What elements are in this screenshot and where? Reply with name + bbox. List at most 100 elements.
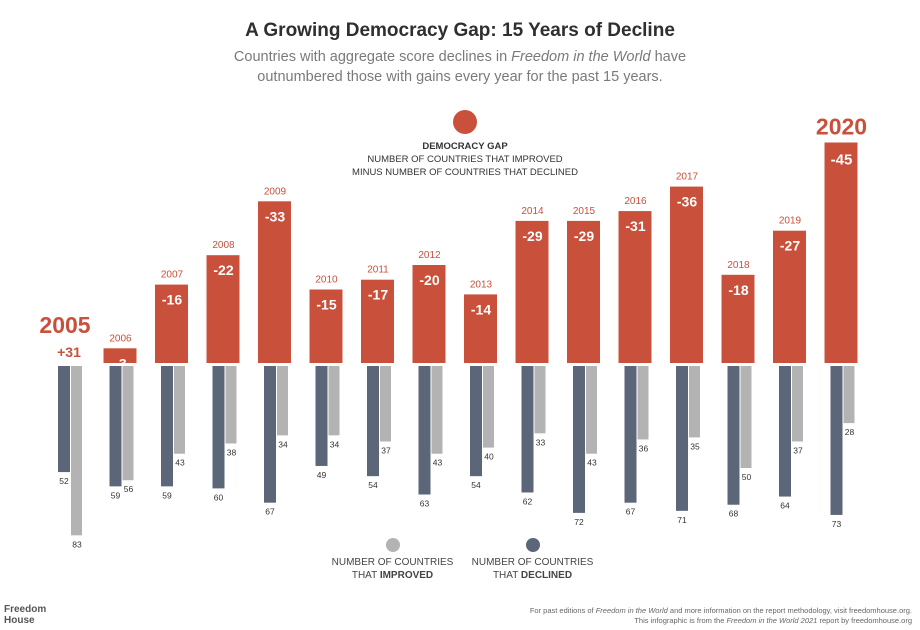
legend-declined-dot bbox=[525, 538, 540, 552]
declined-bar bbox=[315, 366, 328, 466]
declined-value-label: 67 bbox=[626, 507, 636, 517]
gap-bar bbox=[103, 348, 137, 363]
freedom-house-logo: Freedom House bbox=[4, 604, 46, 626]
gap-bar bbox=[309, 289, 343, 363]
gap-value-label: -36 bbox=[677, 194, 697, 210]
gap-value-label: -22 bbox=[213, 262, 233, 278]
improved-value-label: 50 bbox=[742, 472, 752, 482]
gap-bar bbox=[670, 186, 703, 363]
legend-improved: NUMBER OF COUNTRIES THAT IMPROVED bbox=[320, 538, 465, 582]
gap-bar bbox=[515, 220, 549, 363]
year-label: 2012 bbox=[418, 250, 441, 261]
gap-value-label: -33 bbox=[265, 208, 285, 224]
improved-value-label: 37 bbox=[381, 445, 391, 455]
improved-value-label: 34 bbox=[278, 439, 288, 449]
legend-improved-line2: THAT bbox=[351, 570, 380, 581]
legend-declined: NUMBER OF COUNTRIES THAT DECLINED bbox=[460, 538, 605, 582]
declined-value-label: 60 bbox=[214, 492, 224, 502]
improved-bar bbox=[637, 366, 649, 440]
year-label: 2007 bbox=[161, 270, 184, 281]
improved-value-label: 43 bbox=[175, 458, 185, 468]
legend-declined-bold: DECLINED bbox=[520, 570, 573, 581]
gap-bar bbox=[773, 230, 806, 363]
gap-legend-title: DEMOCRACY GAP bbox=[422, 141, 508, 152]
declined-bar bbox=[264, 366, 276, 503]
declined-bar bbox=[418, 366, 431, 495]
improved-value-label: 36 bbox=[639, 443, 649, 453]
improved-bar bbox=[174, 366, 185, 454]
gap-bar bbox=[412, 265, 446, 363]
footer-em: Freedom in the World 2021 bbox=[726, 616, 818, 625]
declined-bar bbox=[58, 366, 70, 473]
declined-bar bbox=[161, 366, 173, 487]
improved-value-label: 35 bbox=[690, 441, 700, 451]
declined-bar bbox=[779, 366, 791, 497]
declined-bar bbox=[109, 366, 122, 487]
footer-text: For past editions of bbox=[529, 606, 596, 615]
gap-value-label: -29 bbox=[522, 228, 542, 244]
improved-value-label: 43 bbox=[433, 458, 443, 468]
declined-bar bbox=[521, 366, 534, 493]
year-label: 2011 bbox=[367, 265, 389, 276]
improved-bar bbox=[328, 366, 340, 436]
declined-value-label: 63 bbox=[420, 499, 430, 509]
improved-bar bbox=[380, 366, 391, 442]
footer-text: report by freedomhouse.org bbox=[817, 616, 912, 625]
year-label: 2014 bbox=[521, 206, 544, 217]
footer-text: This infographic is from the bbox=[634, 616, 727, 625]
declined-bar bbox=[212, 366, 225, 489]
gap-legend-dot bbox=[453, 110, 477, 134]
gap-bar bbox=[258, 201, 291, 363]
improved-bar bbox=[586, 366, 597, 454]
declined-value-label: 71 bbox=[677, 515, 687, 525]
year-label: 2009 bbox=[264, 186, 287, 197]
footer-note: For past editions of Freedom in the Worl… bbox=[530, 606, 912, 626]
improved-bar bbox=[225, 366, 237, 444]
improved-bar bbox=[689, 366, 700, 438]
year-label: 2019 bbox=[779, 216, 802, 227]
gap-value-label: -29 bbox=[574, 228, 594, 244]
declined-value-label: 52 bbox=[59, 476, 69, 486]
year-label: 2018 bbox=[727, 260, 750, 271]
declined-value-label: 67 bbox=[265, 507, 275, 517]
logo-line1: Freedom bbox=[4, 604, 47, 615]
chart-subtitle: Countries with aggregate score declines … bbox=[230, 47, 690, 87]
logo-line2: House bbox=[4, 615, 35, 626]
declined-bar bbox=[470, 366, 482, 477]
declined-bar bbox=[624, 366, 637, 503]
declined-value-label: 59 bbox=[162, 490, 172, 500]
gap-value-label: -18 bbox=[728, 282, 748, 298]
year-label: 2013 bbox=[470, 279, 493, 290]
improved-value-label: 37 bbox=[793, 445, 803, 455]
gap-value-label: -45 bbox=[831, 152, 853, 169]
declined-value-label: 59 bbox=[111, 490, 121, 500]
improved-bar bbox=[277, 366, 288, 436]
declined-value-label: 68 bbox=[729, 509, 739, 519]
footer-text: and more information on the report metho… bbox=[667, 606, 912, 615]
declined-bar bbox=[830, 366, 843, 515]
gap-value-label: -15 bbox=[316, 297, 336, 313]
gap-bar bbox=[721, 274, 755, 363]
improved-bar bbox=[483, 366, 494, 448]
improved-bar bbox=[843, 366, 855, 424]
legend-declined-line1: NUMBER OF COUNTRIES bbox=[471, 557, 594, 568]
declined-value-label: 54 bbox=[368, 480, 378, 490]
gap-bar bbox=[567, 220, 600, 363]
improved-value-label: 40 bbox=[484, 452, 494, 462]
declined-value-label: 64 bbox=[780, 501, 790, 511]
gap-value-label: -31 bbox=[625, 218, 645, 234]
improved-value-label: 34 bbox=[330, 439, 340, 449]
gap-bar bbox=[155, 284, 188, 363]
gap-legend-line1: NUMBER OF COUNTRIES THAT IMPROVED bbox=[367, 154, 563, 165]
improved-bar bbox=[71, 366, 82, 536]
legend-improved-dot bbox=[385, 538, 400, 552]
improved-bar bbox=[740, 366, 752, 468]
gap-legend: DEMOCRACY GAP NUMBER OF COUNTRIES THAT I… bbox=[340, 110, 590, 179]
year-label: 2017 bbox=[676, 172, 699, 183]
year-label: 2015 bbox=[573, 206, 596, 217]
year-label: 2006 bbox=[109, 333, 132, 344]
improved-bar bbox=[534, 366, 546, 434]
improved-value-label: 83 bbox=[72, 539, 82, 549]
